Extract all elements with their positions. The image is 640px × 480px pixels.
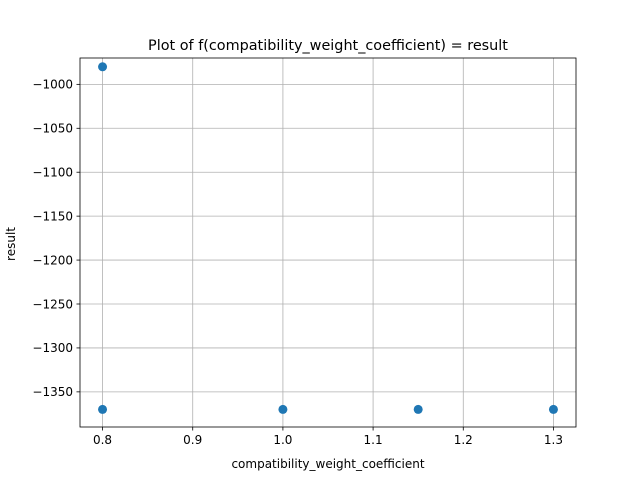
grid	[80, 58, 576, 427]
x-axis-label: compatibility_weight_coefficient	[231, 457, 424, 471]
x-tick-label: 1.0	[273, 433, 292, 447]
plot-frame	[79, 57, 577, 428]
data-point	[98, 62, 108, 72]
scatter-points	[98, 62, 558, 414]
y-tick-label: −1350	[32, 385, 73, 399]
x-tick-label: 1.2	[454, 433, 473, 447]
data-point	[98, 404, 108, 414]
y-tick-label: −1150	[32, 209, 73, 223]
y-tick-label: −1250	[32, 297, 73, 311]
data-point	[548, 404, 558, 414]
y-tick-label: −1100	[32, 166, 73, 180]
y-tick-label: −1050	[32, 122, 73, 136]
y-tick-label: −1200	[32, 253, 73, 267]
y-tick-label: −1000	[32, 78, 73, 92]
data-point	[413, 404, 423, 414]
x-tick-label: 1.1	[364, 433, 383, 447]
x-axis-ticks: 0.8 0.9 1.0 1.1 1.2 1.3	[93, 427, 563, 447]
y-axis-ticks: −1000 −1050 −1100 −1150 −1200 −1250 −1300 −1350	[32, 78, 80, 399]
y-tick-label: −1300	[32, 341, 73, 355]
x-tick-label: 0.8	[93, 433, 112, 447]
y-axis-label: result	[4, 227, 18, 261]
chart-title: Plot of f(compatibility_weight_coefficie…	[148, 38, 508, 54]
x-tick-label: 0.9	[183, 433, 202, 447]
x-tick-label: 1.3	[544, 433, 563, 447]
data-point	[278, 404, 288, 414]
